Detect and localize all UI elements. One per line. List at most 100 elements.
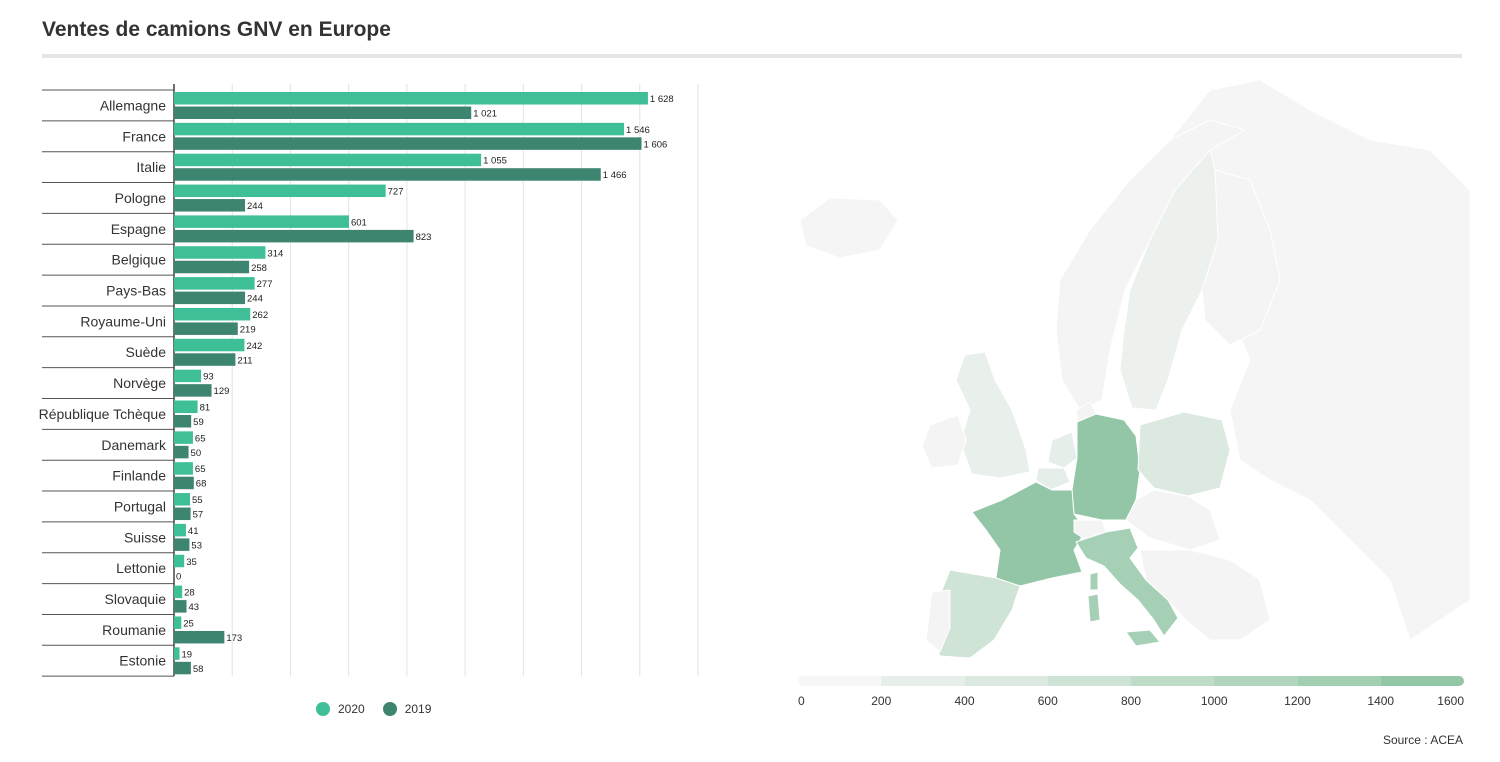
scale-tick-label: 1200 (1284, 694, 1311, 708)
scale-tick-label: 0 (798, 694, 805, 708)
value-label: 19 (182, 649, 193, 660)
map-region-france[interactable] (971, 481, 1087, 587)
value-label: 727 (388, 187, 404, 198)
value-label: 0 (176, 571, 181, 582)
value-label: 65 (195, 464, 206, 475)
map-region-ireland[interactable] (921, 414, 967, 469)
bar-2020 (174, 246, 266, 259)
value-label: 1 055 (483, 156, 507, 167)
map-region-poland[interactable] (1137, 411, 1231, 497)
category-label: France (122, 128, 166, 144)
bar-2019 (174, 507, 191, 521)
bar-2019 (174, 538, 190, 551)
category-label: Belgique (112, 252, 167, 268)
map-region-sicily[interactable] (1125, 629, 1161, 647)
bar-2019 (174, 353, 236, 366)
bar-2020 (174, 523, 186, 537)
value-label: 68 (196, 479, 207, 490)
legend-item-2019[interactable]: 2019 (382, 702, 432, 716)
scale-tick-label: 600 (1037, 694, 1058, 708)
scale-segment (1380, 676, 1464, 686)
value-label: 28 (184, 588, 195, 599)
value-label: 59 (193, 417, 204, 428)
value-label: 53 (191, 540, 202, 551)
category-label: Suède (126, 344, 167, 360)
bar-2020 (174, 153, 482, 167)
bar-2020 (174, 400, 198, 413)
bar-2019 (174, 199, 246, 212)
bar-2019 (174, 106, 472, 119)
bar-2020 (174, 647, 180, 660)
bar-2020 (174, 585, 183, 599)
scale-segment (1214, 676, 1298, 686)
value-label: 129 (214, 386, 230, 397)
map-region-sweden[interactable] (1119, 148, 1221, 411)
map-region-iceland[interactable] (799, 197, 899, 259)
category-label: Danemark (101, 437, 167, 453)
bar-2019 (174, 322, 238, 335)
scale-segment (1047, 676, 1131, 686)
map-region-balkans[interactable] (1139, 549, 1271, 641)
category-label: Roumanie (102, 622, 166, 638)
bar-2019 (174, 260, 250, 274)
bar-2020 (174, 92, 648, 105)
category-label: République Tchèque (39, 406, 167, 422)
scale-tick-label: 400 (954, 694, 975, 708)
scale-tick-label: 1600 (1437, 694, 1464, 708)
category-label: Portugal (114, 498, 166, 514)
value-label: 50 (191, 448, 202, 459)
scale-tick-label: 1400 (1367, 694, 1395, 708)
value-label: 244 (247, 294, 263, 305)
bar-chart: Allemagne 1 628 1 021 France 1 546 1 606 Itali… (39, 84, 699, 677)
bar-2019 (174, 291, 246, 305)
value-label: 43 (189, 602, 200, 613)
bar-2019 (174, 661, 191, 675)
map-region-italy[interactable] (1075, 527, 1179, 637)
legend-swatch-2019 (382, 702, 397, 716)
color-scale-labels: 0 200 400 600 800 1000 1200 1400 1600 (798, 694, 1464, 710)
bar-2019 (174, 168, 601, 181)
scale-tick-label: 1000 (1200, 694, 1228, 708)
value-label: 93 (203, 372, 214, 383)
scale-segment (881, 676, 965, 686)
map-region-belgium[interactable] (1035, 467, 1071, 491)
bar-2020 (174, 616, 182, 629)
bar-2020 (174, 122, 625, 136)
map-region-germany[interactable] (1071, 413, 1141, 521)
value-label: 81 (200, 403, 211, 414)
value-label: 244 (247, 201, 263, 212)
map-region-finland[interactable] (1201, 169, 1281, 346)
bar-2019 (174, 476, 194, 490)
map-region-netherlands[interactable] (1047, 431, 1078, 469)
category-label: Estonie (119, 653, 166, 669)
category-label: Lettonie (116, 560, 166, 576)
legend-label-2019: 2019 (404, 702, 432, 716)
value-label: 57 (193, 510, 204, 521)
value-label: 41 (188, 526, 199, 537)
value-label: 601 (351, 217, 367, 228)
map-region-uk[interactable] (955, 351, 1031, 479)
bar-2020 (174, 554, 185, 568)
map-region-central[interactable] (1125, 489, 1221, 551)
color-scale: 0 200 400 600 800 1000 1200 1400 1600 (798, 676, 1464, 710)
bar-2019 (174, 384, 212, 397)
category-label: Pologne (115, 190, 167, 206)
value-label: 55 (192, 495, 203, 506)
map-region-portugal[interactable] (925, 589, 951, 653)
value-label: 1 628 (650, 94, 674, 105)
value-label: 58 (193, 664, 204, 675)
value-label: 219 (240, 324, 256, 335)
scale-segment (1297, 676, 1381, 686)
scale-tick-label: 200 (871, 694, 892, 708)
legend-item-2020[interactable]: 2020 (316, 702, 365, 716)
category-label: Pays-Bas (106, 283, 166, 299)
category-label: Italie (136, 159, 166, 175)
map-region-sardinia[interactable] (1087, 593, 1101, 623)
map-region-corsica[interactable] (1089, 571, 1099, 591)
scale-segment (1131, 676, 1215, 686)
bar-2020 (174, 307, 251, 321)
category-label: Suisse (124, 529, 166, 545)
value-label: 1 021 (473, 109, 497, 120)
source-note: Source : ACEA (1382, 733, 1463, 747)
bar-2020 (174, 215, 349, 228)
